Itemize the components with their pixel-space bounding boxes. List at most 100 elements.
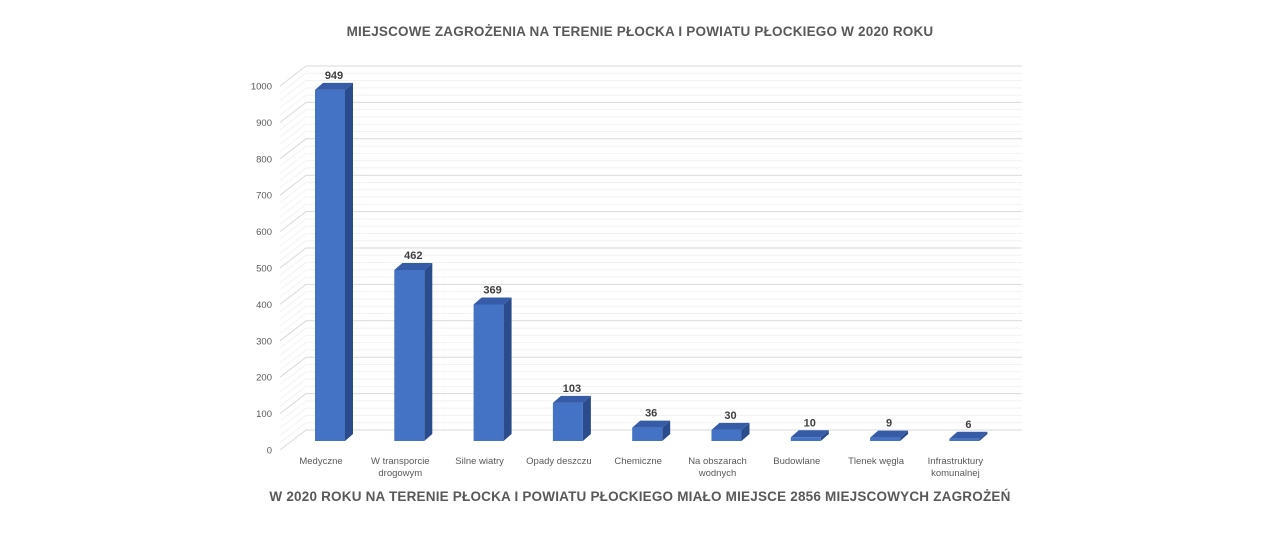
gridline-minor (279, 218, 1022, 240)
category-label: Na obszarach wodnych (688, 456, 747, 479)
gridline-major (279, 247, 1022, 269)
bar-group-3 (552, 395, 591, 441)
gridline-minor (279, 422, 1022, 444)
gridline-minor (279, 167, 1022, 189)
gridline-minor (279, 80, 1022, 101)
gridline-minor (279, 269, 1022, 291)
gridline-minor (279, 160, 1022, 182)
bar-front-face (315, 89, 345, 442)
bar-front-face (949, 438, 980, 441)
gridline-minor (279, 87, 1022, 109)
y-axis-tick-label: 900 (256, 118, 272, 129)
bar-top-face (394, 263, 433, 271)
bar-group-2 (473, 297, 512, 441)
category-label: Silne wiatry (455, 456, 504, 467)
bar-side-face (979, 431, 988, 441)
bar-value-label: 9 (886, 418, 892, 430)
bar-side-face (662, 420, 671, 441)
bar-top-face (711, 422, 750, 430)
bar-side-face (820, 430, 829, 441)
bar-side-face (582, 395, 591, 441)
category-label: Chemiczne (614, 456, 662, 467)
bar-front-face (632, 427, 663, 441)
bar-side-face (741, 422, 750, 441)
bar-front-face (552, 402, 583, 441)
gridline-minor (279, 334, 1022, 356)
category-label: Tlenek węgla (848, 456, 905, 467)
bar-value-label: 30 (724, 410, 736, 422)
bar-side-face (345, 82, 353, 442)
bar-front-face (790, 437, 821, 441)
bar-front-face (870, 437, 901, 441)
y-axis-tick-label: 700 (256, 191, 272, 202)
bar-top-face (632, 420, 671, 428)
bar-group-0 (315, 82, 353, 442)
gridline-minor (279, 189, 1022, 211)
bar-top-face (552, 395, 591, 403)
gridline-minor (279, 254, 1022, 276)
gridline-minor (279, 94, 1022, 116)
gridline-minor (279, 363, 1022, 385)
bar-side-face (503, 297, 512, 441)
chart-caption: W 2020 ROKU NA TERENIE PŁOCKA I POWIATU … (269, 489, 1011, 504)
category-label: Budowlane (773, 456, 820, 467)
gridline-minor (279, 72, 1022, 94)
gridline-major (279, 211, 1022, 232)
category-label: Opady deszczu (526, 456, 591, 467)
bar-group-5 (711, 422, 750, 441)
category-label: Medyczne (299, 456, 342, 467)
bar-front-face (711, 429, 742, 441)
gridline-minor (279, 349, 1022, 371)
y-axis-tick-label: 500 (256, 264, 272, 275)
y-axis-tick-label: 200 (256, 373, 272, 384)
gridline-minor (279, 131, 1022, 152)
bar-value-label: 6 (965, 419, 971, 431)
y-axis-tick-label: 0 (267, 446, 272, 457)
gridline-minor (279, 203, 1022, 225)
y-axis-tick-label: 600 (256, 227, 272, 238)
gridline-minor (279, 196, 1022, 218)
gridline-major (279, 320, 1022, 342)
gridline-minor (279, 181, 1022, 203)
gridline-minor (279, 342, 1022, 364)
bar-top-face (473, 297, 512, 305)
gridline-minor (279, 123, 1022, 145)
bar-value-label: 949 (325, 70, 343, 82)
gridline-minor (279, 109, 1022, 131)
bar-group-8 (949, 431, 988, 441)
gridline-minor (279, 276, 1022, 298)
category-label: W transporcie drogowym (371, 456, 430, 479)
gridline-minor (279, 145, 1022, 167)
gridline-minor (279, 225, 1022, 247)
gridline-major (279, 138, 1022, 160)
gridline-minor (279, 152, 1022, 174)
bar-value-label: 36 (645, 408, 657, 420)
bar-top-face (790, 430, 829, 438)
bar-front-face (473, 304, 504, 441)
gridline-minor (279, 385, 1022, 407)
bar-top-face (315, 82, 353, 90)
gridline-minor (279, 298, 1022, 320)
bar-front-face (394, 270, 425, 441)
y-axis-tick-label: 800 (256, 154, 272, 165)
bar-group-6 (790, 430, 829, 441)
gridline-minor (279, 414, 1022, 436)
gridline-minor (279, 378, 1022, 400)
category-label: Infrastruktury komunalnej (928, 456, 984, 479)
y-axis-tick-label: 400 (256, 300, 272, 311)
gridline-minor (279, 400, 1022, 422)
gridline-minor (279, 262, 1022, 283)
gridline-major (279, 65, 1022, 87)
bar-top-face (949, 431, 988, 439)
bar-top-face (870, 430, 909, 438)
gridline-minor (279, 313, 1022, 334)
gridline-minor (279, 305, 1022, 327)
y-axis-tick-label: 300 (256, 336, 272, 347)
gridline-minor (279, 232, 1022, 254)
bar-value-label: 10 (804, 417, 816, 429)
bar-side-face (900, 430, 909, 441)
gridline-minor (279, 291, 1022, 313)
gridline-major (279, 174, 1022, 196)
